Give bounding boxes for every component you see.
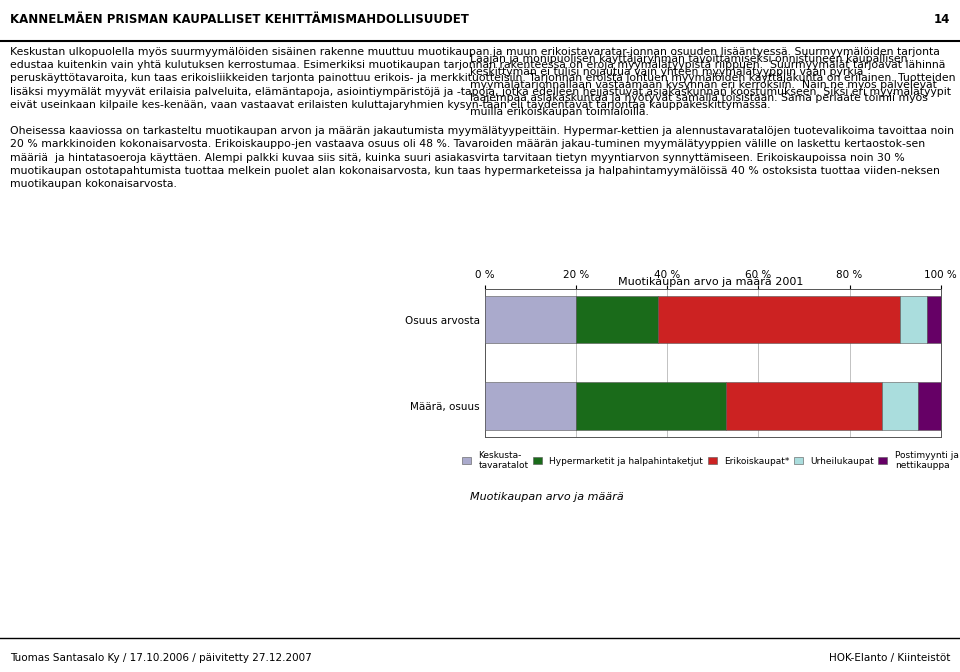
Bar: [485, 382, 576, 430]
Bar: [927, 296, 941, 343]
Bar: [881, 382, 918, 430]
Text: Tuomas Santasalo Ky / 17.10.2006 / päivitetty 27.12.2007: Tuomas Santasalo Ky / 17.10.2006 / päivi…: [10, 653, 311, 663]
Bar: [727, 382, 881, 430]
Text: Muotikaupan arvo ja määrä: Muotikaupan arvo ja määrä: [470, 492, 624, 502]
Text: Laajan ja monipuolisen käyttäjäryhmän tavoittamiseksi onnistuneen kaupallisen ke: Laajan ja monipuolisen käyttäjäryhmän ta…: [470, 54, 937, 116]
Bar: [576, 296, 659, 343]
Bar: [918, 382, 941, 430]
Text: Muotikaupan arvo ja määrä 2001: Muotikaupan arvo ja määrä 2001: [617, 278, 804, 287]
Text: Keskustan ulkopuolella myös suurmyymälöiden sisäinen rakenne muuttuu muotikaupan: Keskustan ulkopuolella myös suurmyymälöi…: [10, 47, 955, 189]
Text: HOK-Elanto / Kiinteistöt: HOK-Elanto / Kiinteistöt: [829, 653, 950, 663]
Text: 14: 14: [934, 13, 950, 26]
Bar: [485, 296, 576, 343]
Text: KANNELMÄEN PRISMAN KAUPALLISET KEHITTÄMISMAHDOLLISUUDET: KANNELMÄEN PRISMAN KAUPALLISET KEHITTÄMI…: [10, 13, 468, 26]
Bar: [900, 296, 927, 343]
Bar: [658, 296, 900, 343]
Legend: Keskusta-
tavaratalot, Hypermarketit ja halpahintaketjut, Erikoiskaupat*, Urheil: Keskusta- tavaratalot, Hypermarketit ja …: [460, 448, 960, 472]
Bar: [576, 382, 727, 430]
